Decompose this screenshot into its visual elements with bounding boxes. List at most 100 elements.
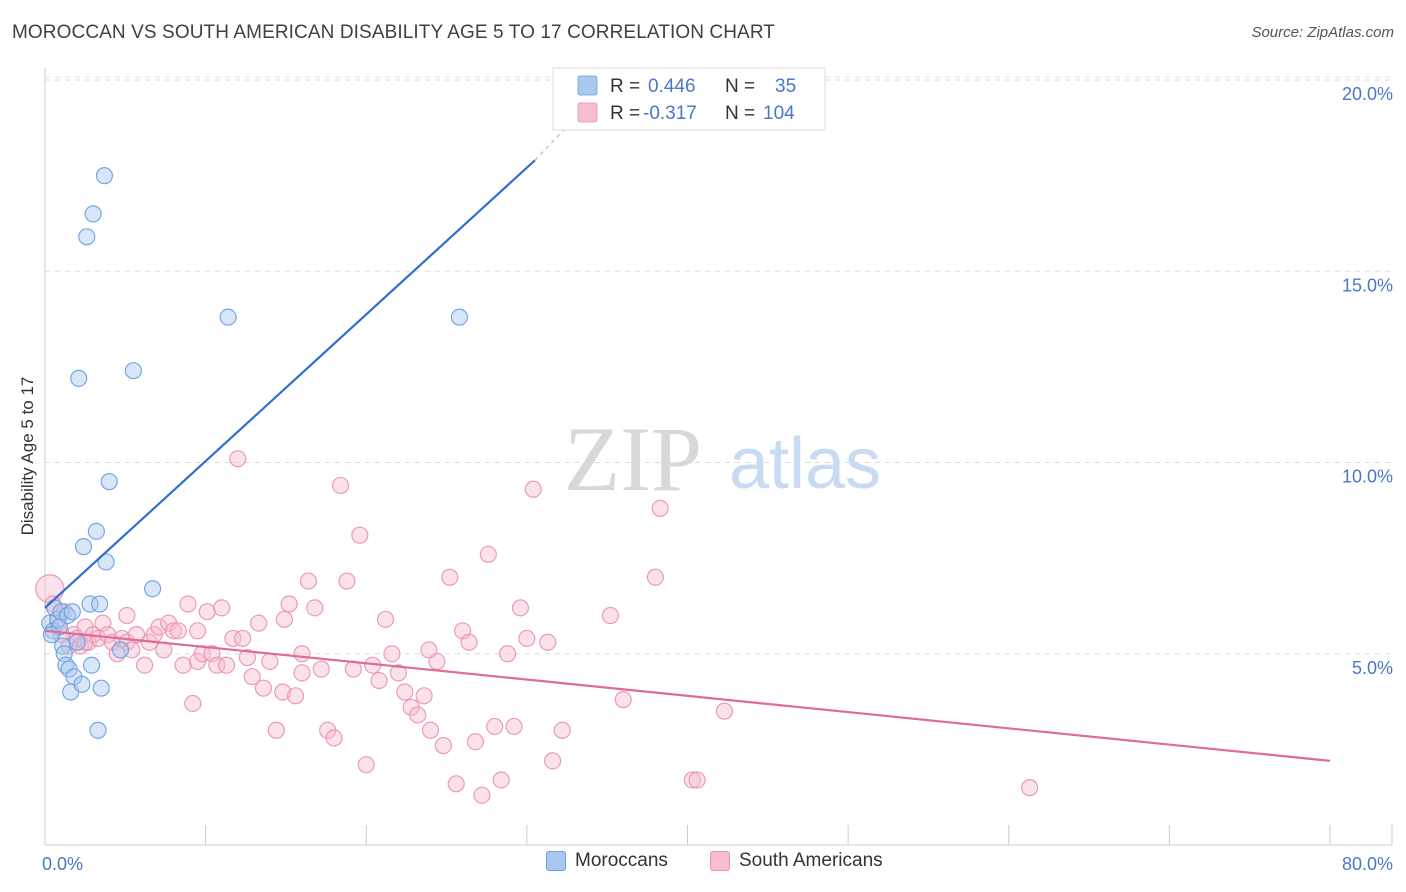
blue-point-21 bbox=[84, 205, 102, 223]
pink-point-47 bbox=[267, 721, 285, 739]
pink-point-51 bbox=[293, 645, 311, 663]
pink-point-18 bbox=[118, 606, 136, 625]
pink-point-90 bbox=[553, 721, 571, 739]
pink-point-78 bbox=[466, 733, 485, 751]
series-legend: Moroccans South Americans bbox=[0, 850, 1406, 880]
legend-r-value-pink: -0.317 bbox=[643, 103, 697, 124]
stats-legend: R = 0.446 N = 35 R = -0.317 N = 104 bbox=[552, 67, 826, 131]
watermark: ZIP atlas bbox=[564, 408, 881, 510]
pink-point-57 bbox=[331, 476, 350, 495]
legend-n-value-blue: 35 bbox=[775, 76, 796, 97]
blue-point-26 bbox=[95, 167, 114, 185]
legend-r-label-blue: R = bbox=[610, 76, 640, 97]
pink-point-92 bbox=[614, 691, 632, 709]
pink-point-60 bbox=[351, 526, 369, 544]
trendline-south-americans bbox=[44, 629, 1331, 762]
pink-point-86 bbox=[518, 629, 536, 648]
series-south-americans bbox=[35, 450, 1039, 804]
legend-item-moroccans: Moroccans bbox=[546, 850, 668, 872]
legend-label-south-americans: South Americans bbox=[739, 850, 883, 871]
x-tick-label-1: 80.0% bbox=[1342, 854, 1393, 874]
pink-point-94 bbox=[646, 568, 664, 586]
legend-item-south-americans: South Americans bbox=[710, 850, 883, 872]
blue-point-19 bbox=[81, 595, 99, 613]
legend-r-label-pink: R = bbox=[610, 103, 640, 124]
pink-point-77 bbox=[460, 633, 478, 651]
pink-point-84 bbox=[505, 717, 523, 736]
blue-point-25 bbox=[92, 679, 110, 697]
blue-point-31 bbox=[144, 580, 162, 598]
legend-n-label-pink: N = bbox=[725, 103, 755, 124]
pink-point-37 bbox=[213, 599, 231, 617]
source-label: Source: ZipAtlas.com bbox=[1251, 24, 1394, 41]
blue-point-20 bbox=[82, 656, 101, 674]
blue-point-23 bbox=[89, 721, 107, 739]
pink-point-34 bbox=[198, 603, 216, 621]
pink-point-70 bbox=[415, 687, 433, 705]
pink-point-28 bbox=[169, 622, 187, 640]
blue-point-28 bbox=[100, 473, 118, 491]
pink-point-102 bbox=[420, 641, 438, 659]
y-axis-label: Disability Age 5 to 17 bbox=[18, 377, 37, 536]
pink-point-50 bbox=[286, 687, 305, 705]
chart-title: MOROCCAN VS SOUTH AMERICAN DISABILITY AG… bbox=[12, 22, 775, 43]
pink-point-98 bbox=[1021, 779, 1039, 797]
blue-point-15 bbox=[70, 369, 88, 387]
pink-point-46 bbox=[261, 652, 279, 671]
pink-point-66 bbox=[389, 664, 407, 682]
legend-swatch-south-americans bbox=[710, 851, 730, 871]
blue-point-14 bbox=[68, 633, 86, 651]
blue-point-22 bbox=[87, 522, 106, 540]
tick-labels: 5.0% 10.0% 15.0% 20.0% 0.0% 80.0% bbox=[42, 84, 1393, 874]
pink-point-74 bbox=[441, 568, 459, 586]
blue-point-18 bbox=[78, 228, 96, 246]
blue-point-17 bbox=[74, 538, 93, 556]
pink-point-41 bbox=[233, 629, 252, 648]
pink-point-44 bbox=[250, 614, 268, 632]
pink-point-40 bbox=[229, 450, 247, 468]
pink-point-85 bbox=[511, 599, 530, 617]
legend-r-value-blue: 0.446 bbox=[648, 76, 696, 97]
y-tick-label-0: 5.0% bbox=[1352, 658, 1393, 678]
pink-point-80 bbox=[479, 545, 497, 563]
pink-point-45 bbox=[254, 679, 273, 697]
pink-point-83 bbox=[499, 645, 517, 663]
pink-point-93 bbox=[651, 499, 669, 517]
blue-point-32 bbox=[219, 308, 237, 326]
pink-point-58 bbox=[338, 572, 356, 590]
legend-n-value-pink: 104 bbox=[763, 103, 795, 124]
y-tick-label-3: 20.0% bbox=[1342, 84, 1393, 104]
axis-layer bbox=[44, 68, 1393, 846]
grid-layer bbox=[45, 76, 1392, 655]
blue-point-27 bbox=[97, 553, 115, 571]
pink-point-38 bbox=[217, 656, 236, 674]
pink-point-21 bbox=[135, 656, 154, 674]
pink-point-67 bbox=[396, 683, 414, 701]
pink-point-39 bbox=[224, 629, 242, 648]
pink-point-29 bbox=[174, 656, 192, 674]
pink-point-61 bbox=[357, 756, 375, 774]
blue-point-33 bbox=[450, 308, 469, 326]
pink-point-91 bbox=[601, 606, 620, 625]
pink-point-73 bbox=[434, 736, 452, 755]
pink-point-53 bbox=[306, 599, 324, 617]
pink-point-100 bbox=[275, 610, 293, 628]
pink-point-88 bbox=[539, 633, 557, 651]
pink-point-42 bbox=[238, 648, 256, 667]
pink-point-101 bbox=[293, 664, 311, 682]
x-tick-label-0: 0.0% bbox=[42, 854, 83, 874]
pink-point-52 bbox=[299, 572, 318, 590]
pink-point-79 bbox=[473, 786, 491, 804]
pink-point-96 bbox=[688, 771, 706, 789]
legend-swatch-blue bbox=[577, 75, 598, 96]
pink-point-89 bbox=[543, 752, 562, 770]
pink-point-95 bbox=[683, 771, 701, 789]
pink-point-27 bbox=[164, 622, 183, 640]
pink-point-31 bbox=[184, 694, 202, 713]
legend-swatch-moroccans bbox=[546, 851, 566, 871]
blue-point-34 bbox=[42, 626, 61, 644]
pink-point-103 bbox=[188, 622, 207, 640]
pink-point-82 bbox=[492, 771, 510, 789]
pink-point-43 bbox=[243, 668, 261, 686]
